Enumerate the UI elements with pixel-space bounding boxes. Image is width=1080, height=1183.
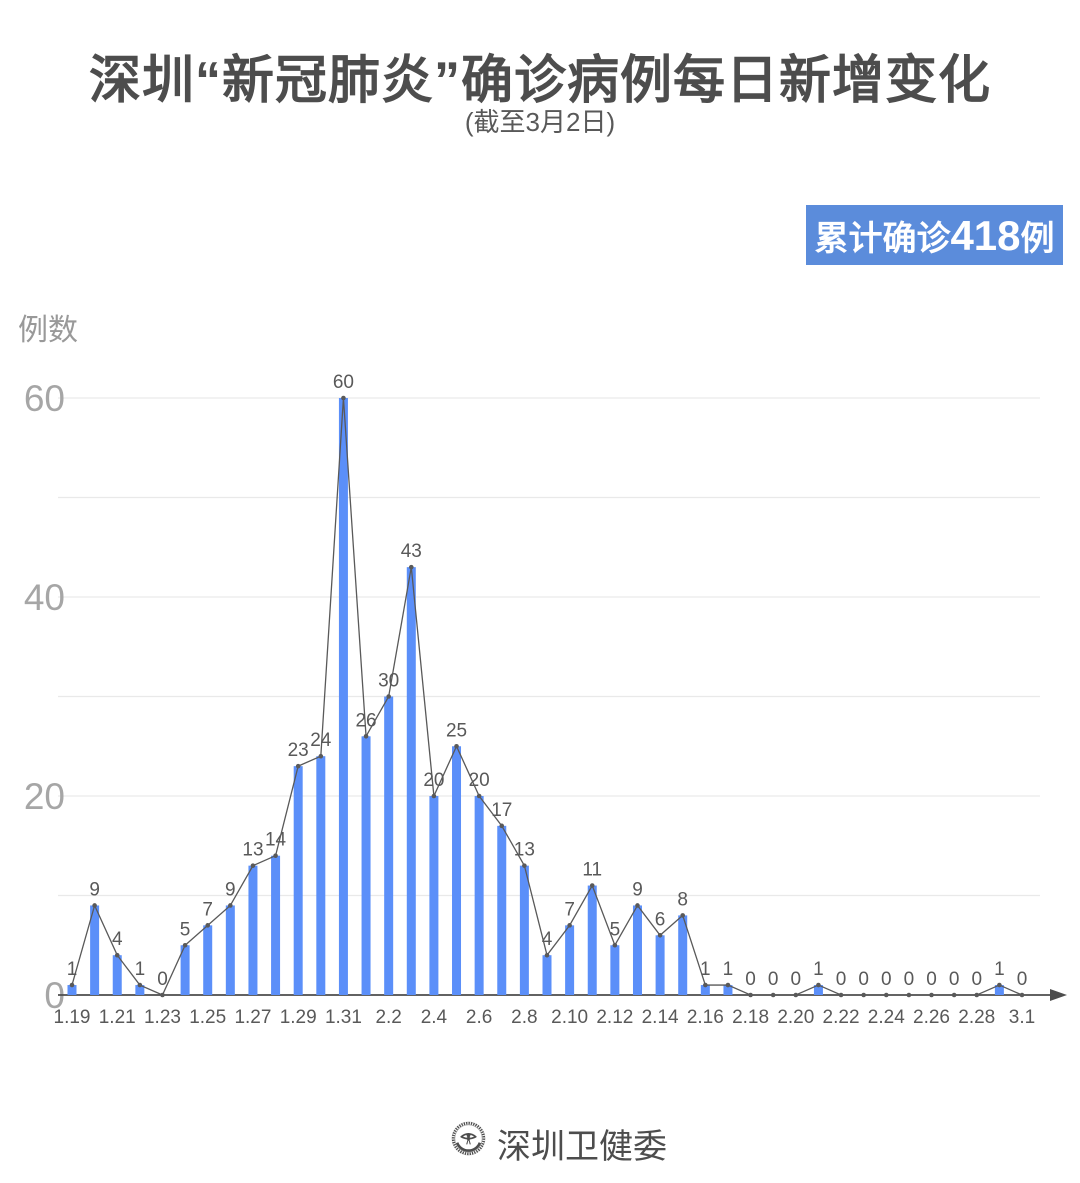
svg-text:2.2: 2.2 bbox=[375, 1007, 401, 1028]
svg-text:2.8: 2.8 bbox=[511, 1007, 537, 1028]
svg-text:0: 0 bbox=[971, 969, 982, 990]
svg-text:2.10: 2.10 bbox=[551, 1007, 588, 1028]
svg-text:26: 26 bbox=[355, 710, 376, 731]
svg-text:1.19: 1.19 bbox=[54, 1007, 91, 1028]
svg-text:4: 4 bbox=[112, 929, 123, 950]
svg-text:0: 0 bbox=[949, 969, 960, 990]
svg-text:13: 13 bbox=[514, 840, 535, 861]
svg-text:40: 40 bbox=[24, 577, 65, 618]
svg-text:1.27: 1.27 bbox=[234, 1007, 271, 1028]
svg-text:23: 23 bbox=[288, 740, 309, 761]
svg-text:8: 8 bbox=[677, 889, 688, 910]
svg-text:1.23: 1.23 bbox=[144, 1007, 181, 1028]
svg-text:2.12: 2.12 bbox=[596, 1007, 633, 1028]
svg-text:2.26: 2.26 bbox=[913, 1007, 950, 1028]
svg-text:17: 17 bbox=[491, 800, 512, 821]
svg-text:1.25: 1.25 bbox=[189, 1007, 226, 1028]
svg-text:7: 7 bbox=[202, 899, 213, 920]
svg-text:0: 0 bbox=[1017, 969, 1028, 990]
svg-text:0: 0 bbox=[881, 969, 892, 990]
svg-text:24: 24 bbox=[310, 730, 332, 751]
svg-text:2.20: 2.20 bbox=[777, 1007, 814, 1028]
svg-text:0: 0 bbox=[904, 969, 915, 990]
svg-text:2.14: 2.14 bbox=[642, 1007, 679, 1028]
svg-text:9: 9 bbox=[632, 879, 643, 900]
svg-text:6: 6 bbox=[655, 909, 666, 930]
svg-text:25: 25 bbox=[446, 720, 467, 741]
svg-text:2.22: 2.22 bbox=[823, 1007, 860, 1028]
svg-text:0: 0 bbox=[858, 969, 869, 990]
svg-text:60: 60 bbox=[333, 372, 354, 393]
svg-text:14: 14 bbox=[265, 830, 287, 851]
svg-text:1: 1 bbox=[700, 959, 711, 980]
svg-text:20: 20 bbox=[24, 776, 65, 817]
svg-text:1: 1 bbox=[994, 959, 1005, 980]
svg-text:2.28: 2.28 bbox=[958, 1007, 995, 1028]
svg-text:5: 5 bbox=[610, 919, 621, 940]
svg-text:2.4: 2.4 bbox=[421, 1007, 448, 1028]
svg-text:0: 0 bbox=[157, 969, 168, 990]
svg-text:7: 7 bbox=[564, 899, 575, 920]
svg-text:11: 11 bbox=[582, 860, 602, 881]
svg-text:0: 0 bbox=[926, 969, 937, 990]
svg-text:60: 60 bbox=[24, 378, 65, 419]
svg-text:0: 0 bbox=[836, 969, 847, 990]
svg-text:30: 30 bbox=[378, 671, 399, 692]
svg-text:43: 43 bbox=[401, 541, 422, 562]
svg-text:2.18: 2.18 bbox=[732, 1007, 769, 1028]
svg-text:20: 20 bbox=[469, 770, 490, 791]
svg-text:0: 0 bbox=[791, 969, 802, 990]
svg-text:3.1: 3.1 bbox=[1009, 1007, 1035, 1028]
svg-text:2.24: 2.24 bbox=[868, 1007, 905, 1028]
svg-text:20: 20 bbox=[423, 770, 444, 791]
svg-text:4: 4 bbox=[542, 929, 553, 950]
svg-text:2.6: 2.6 bbox=[466, 1007, 492, 1028]
svg-text:1.29: 1.29 bbox=[280, 1007, 317, 1028]
svg-text:13: 13 bbox=[242, 840, 263, 861]
svg-text:0: 0 bbox=[745, 969, 756, 990]
svg-text:9: 9 bbox=[89, 879, 100, 900]
svg-text:1.31: 1.31 bbox=[325, 1007, 362, 1028]
svg-text:9: 9 bbox=[225, 879, 236, 900]
svg-text:1: 1 bbox=[135, 959, 146, 980]
svg-text:0: 0 bbox=[768, 969, 779, 990]
svg-text:1: 1 bbox=[813, 959, 824, 980]
svg-text:2.16: 2.16 bbox=[687, 1007, 724, 1028]
svg-text:1: 1 bbox=[723, 959, 734, 980]
svg-text:1.21: 1.21 bbox=[99, 1007, 136, 1028]
svg-text:1: 1 bbox=[67, 959, 78, 980]
svg-text:5: 5 bbox=[180, 919, 191, 940]
